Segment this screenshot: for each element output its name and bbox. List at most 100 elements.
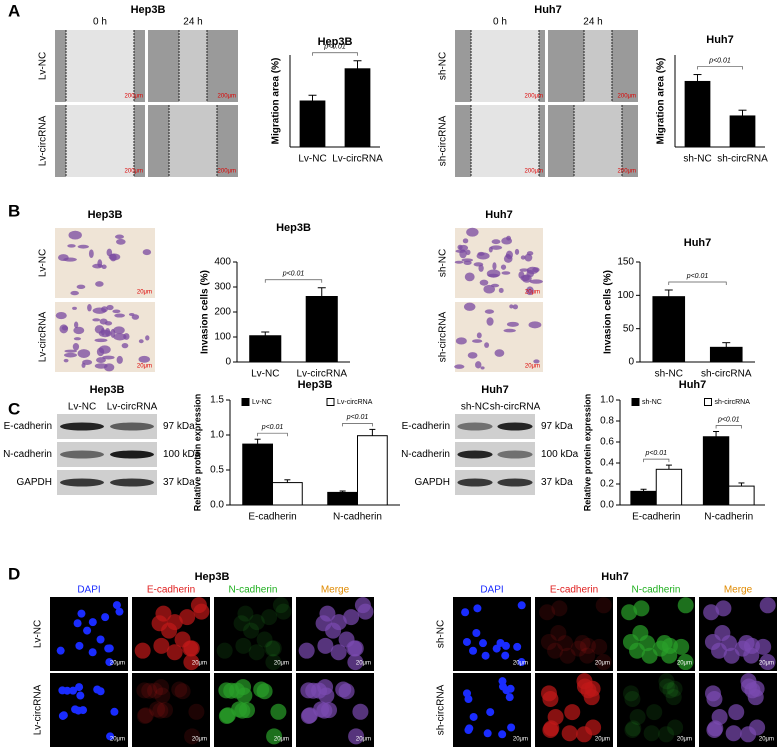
cell [72, 343, 80, 351]
size-label: 37 kDa [163, 477, 195, 488]
y-tick-label: 1.0 [600, 395, 614, 406]
cell [106, 732, 115, 741]
blot-band [497, 450, 533, 459]
cell [270, 703, 287, 720]
y-tick-label: 0.6 [600, 437, 614, 448]
x-tick-label: Lv-NC [251, 369, 279, 380]
cell [469, 646, 478, 655]
image-title: Huh7 [601, 571, 629, 583]
scale-bar: 20μm [677, 661, 692, 667]
cell [529, 279, 543, 284]
cell [476, 252, 490, 260]
cell [484, 309, 495, 314]
cell [476, 332, 482, 339]
cell [92, 263, 103, 269]
cell [465, 249, 471, 256]
protein-label: E-cadherin [4, 421, 52, 432]
cell [147, 682, 164, 699]
cell [454, 260, 464, 264]
cell [92, 307, 107, 314]
panel-label: B [8, 201, 20, 220]
protein-label: GAPDH [414, 477, 450, 488]
y-axis-label: Migration area (%) [271, 58, 282, 145]
cell [494, 349, 505, 357]
scale-bar: 20μm [759, 737, 774, 743]
cell [300, 707, 317, 724]
legend-swatch [326, 398, 335, 406]
bar [630, 490, 657, 506]
scale-bar: 20μm [513, 661, 528, 667]
cell [68, 230, 82, 240]
y-axis-label: Invasion cells (%) [603, 270, 614, 354]
cell [106, 304, 114, 311]
cell [503, 254, 513, 263]
cell [749, 719, 766, 736]
transwell-image [55, 228, 155, 298]
cell [472, 339, 483, 343]
cell [104, 321, 113, 326]
cell [524, 253, 533, 262]
cell [484, 342, 490, 348]
cell [519, 268, 529, 272]
cell [498, 730, 507, 739]
cell [347, 654, 364, 671]
scale-bar: 20μm [525, 364, 540, 370]
x-tick-label: Lv-NC [298, 154, 326, 165]
y-tick-label: 0 [225, 357, 231, 368]
row-label: sh-NC [438, 249, 449, 277]
y-tick-label: 100 [214, 332, 231, 343]
y-tick-label: 100 [617, 290, 634, 301]
cell [235, 637, 252, 654]
cell [112, 601, 121, 610]
cell [472, 629, 481, 638]
cell [667, 719, 684, 736]
cell [218, 707, 235, 724]
cell [64, 352, 77, 358]
cell [131, 314, 140, 320]
cell [153, 637, 170, 654]
time-label: 24 h [183, 17, 202, 28]
cell [113, 326, 125, 335]
cell [88, 648, 97, 657]
cell [469, 712, 478, 721]
cell [137, 707, 154, 724]
x-tick-label: E-cadherin [248, 512, 296, 523]
cell [184, 728, 201, 745]
cell [248, 614, 265, 631]
scale-bar: 20μm [137, 290, 152, 296]
cell [136, 707, 153, 724]
cell [501, 641, 510, 650]
cell [188, 703, 205, 720]
x-tick-label: Lv-circRNA [296, 369, 347, 380]
scale-bar: 200μm [218, 94, 236, 100]
cell [464, 272, 475, 282]
lane-label: sh-NC [461, 402, 489, 413]
wound-area [179, 30, 207, 102]
significance-label: p<0.01 [346, 414, 369, 421]
cell [528, 321, 542, 329]
fluorescence-image [214, 597, 292, 671]
cell [69, 686, 78, 695]
legend-label: sh-circRNA [715, 399, 751, 406]
cell [505, 693, 514, 702]
cell [486, 317, 494, 326]
scale-bar: 20μm [513, 737, 528, 743]
size-label: 97 kDa [163, 421, 195, 432]
scale-bar: 200μm [125, 169, 143, 175]
cell [759, 654, 776, 671]
cell [711, 708, 728, 725]
cell [579, 637, 596, 654]
cell [265, 654, 282, 671]
cell [492, 644, 501, 653]
bar [305, 296, 338, 363]
fluorescence-image [132, 673, 210, 747]
cell [75, 683, 84, 692]
cell [103, 363, 115, 372]
cell [585, 719, 602, 736]
wound-area [66, 105, 134, 177]
legend-label: Lv-NC [252, 399, 272, 406]
cell [152, 702, 169, 719]
row-label: Lv-NC [38, 249, 49, 277]
cell [574, 634, 591, 651]
time-label: 0 h [93, 17, 107, 28]
